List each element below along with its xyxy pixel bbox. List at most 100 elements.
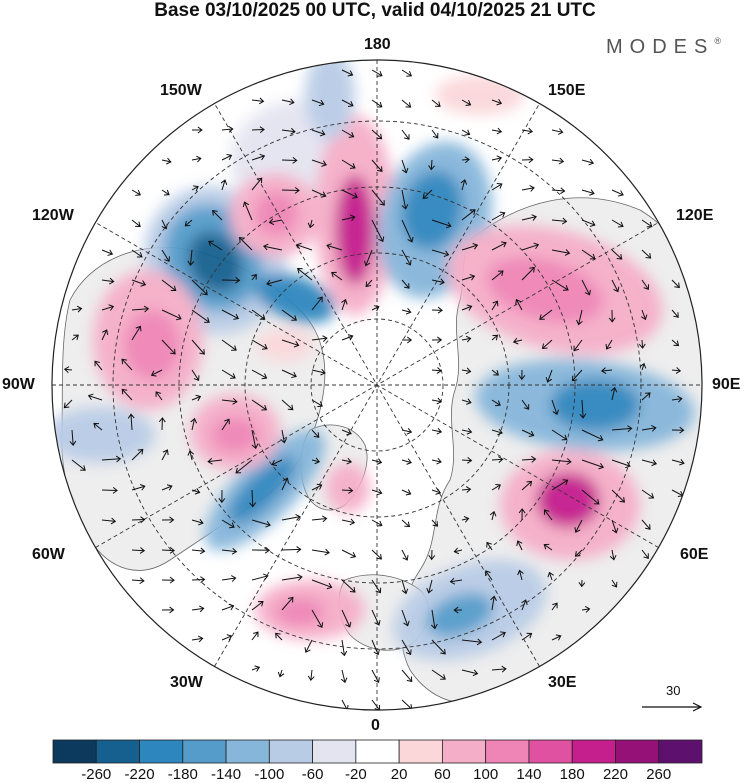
- wind-arrow-head: [526, 480, 533, 487]
- wind-arrow: [221, 635, 232, 641]
- wind-arrow-head: [187, 450, 195, 456]
- wind-arrow: [401, 549, 408, 561]
- wind-arrow: [191, 607, 204, 611]
- wind-arrow-head: [349, 214, 356, 222]
- wind-arrow: [544, 509, 553, 521]
- wind-arrow: [450, 579, 463, 583]
- wind-arrow-head: [401, 588, 409, 595]
- wind-arrow-head: [526, 632, 533, 639]
- wind-arrow: [251, 177, 263, 191]
- wind-arrow: [64, 399, 73, 409]
- wind-arrow-head: [497, 428, 503, 436]
- wind-arrow: [310, 669, 313, 681]
- wind-arrow: [161, 485, 173, 491]
- wind-arrow: [266, 279, 283, 285]
- wind-arrow: [611, 387, 616, 401]
- wind-arrow-head: [422, 193, 429, 199]
- wind-arrow: [401, 579, 407, 594]
- wind-arrow: [251, 575, 268, 581]
- wind-arrow-head: [195, 394, 202, 402]
- wind-arrow: [191, 418, 196, 431]
- wind-arrow-head: [282, 477, 289, 484]
- wind-arrow-head: [254, 665, 261, 672]
- lon-label-90w: 90W: [2, 376, 35, 393]
- wind-arrow: [581, 399, 584, 418]
- lon-label-120e: 120E: [676, 207, 714, 224]
- wind-arrow: [641, 279, 649, 290]
- wind-arrow: [281, 129, 296, 133]
- wind-arrow: [431, 639, 446, 655]
- wind-arrow: [371, 219, 384, 242]
- wind-arrow: [221, 549, 237, 553]
- lon-label-150w: 150W: [160, 82, 202, 99]
- wind-arrow-head: [348, 487, 354, 494]
- wind-arrow: [221, 605, 234, 611]
- neg-west-pacific: [305, 60, 355, 140]
- wind-arrow-head: [199, 349, 205, 355]
- wind-arrow: [551, 159, 564, 163]
- wind-arrow-head: [287, 404, 294, 411]
- wind-arrow: [131, 579, 144, 582]
- wind-arrow: [431, 429, 442, 433]
- wind-arrow-head: [320, 191, 327, 198]
- pos-arctic-small: [257, 329, 313, 361]
- wind-arrow: [461, 399, 472, 404]
- wind-arrow-head: [440, 674, 446, 680]
- wind-arrow: [341, 669, 346, 683]
- wind-arrow-head: [187, 260, 195, 267]
- wind-arrow: [521, 633, 532, 641]
- wind-arrow: [401, 219, 413, 243]
- wind-arrow-head: [529, 185, 535, 192]
- pos-bering-core: [254, 192, 298, 236]
- lon-label-60w: 60W: [32, 546, 65, 563]
- wind-arrow: [671, 279, 680, 288]
- wind-arrow: [461, 488, 471, 491]
- wind-arrow-head: [108, 304, 115, 311]
- wind-arrow: [221, 369, 236, 379]
- wind-arrow-head: [295, 514, 301, 521]
- wind-arrow: [641, 519, 651, 530]
- wind-arrow-head: [263, 243, 269, 251]
- wind-arrow: [71, 459, 86, 471]
- wind-arrow-head: [373, 305, 380, 312]
- wind-arrow: [341, 459, 352, 463]
- registered-mark: ®: [714, 36, 721, 46]
- wind-arrow: [155, 391, 163, 401]
- wind-arrow: [331, 272, 343, 281]
- wind-arrow: [131, 219, 141, 227]
- wind-arrow: [601, 369, 613, 372]
- wind-arrow-head: [527, 127, 534, 135]
- wind-arrow-head: [376, 133, 383, 140]
- wind-arrow: [251, 489, 254, 507]
- wind-arrow: [281, 548, 301, 551]
- wind-arrow-head: [464, 156, 470, 164]
- wind-arrow-head: [258, 97, 265, 105]
- wind-arrow: [551, 219, 567, 222]
- wind-arrow: [543, 544, 553, 551]
- wind-arrow-head: [139, 547, 146, 554]
- wind-arrow: [641, 339, 644, 349]
- wind-arrow-head: [275, 632, 281, 639]
- wind-arrow: [221, 519, 235, 528]
- wind-arrow-head: [235, 276, 241, 284]
- wind-arrow: [491, 369, 499, 376]
- wind-arrow-head: [584, 289, 591, 296]
- lon-label-30e: 30E: [548, 674, 577, 691]
- wind-arrow: [401, 459, 412, 464]
- wind-arrow: [101, 249, 113, 255]
- wind-arrow: [611, 519, 617, 533]
- wind-arrow: [551, 129, 563, 133]
- wind-arrow: [491, 129, 502, 133]
- wind-arrow-head: [280, 437, 288, 444]
- wind-arrow-head: [492, 300, 499, 307]
- wind-arrow-head: [115, 455, 122, 463]
- map-border: [51, 59, 703, 711]
- wind-arrow: [431, 609, 436, 629]
- wind-arrow-head: [295, 242, 302, 250]
- pos-dateline-core: [335, 175, 375, 285]
- wind-arrow: [191, 186, 199, 191]
- wind-arrow-head: [533, 242, 540, 250]
- wind-arrow-head: [440, 648, 446, 655]
- wind-arrow-head: [467, 456, 473, 464]
- wind-arrow: [208, 459, 223, 463]
